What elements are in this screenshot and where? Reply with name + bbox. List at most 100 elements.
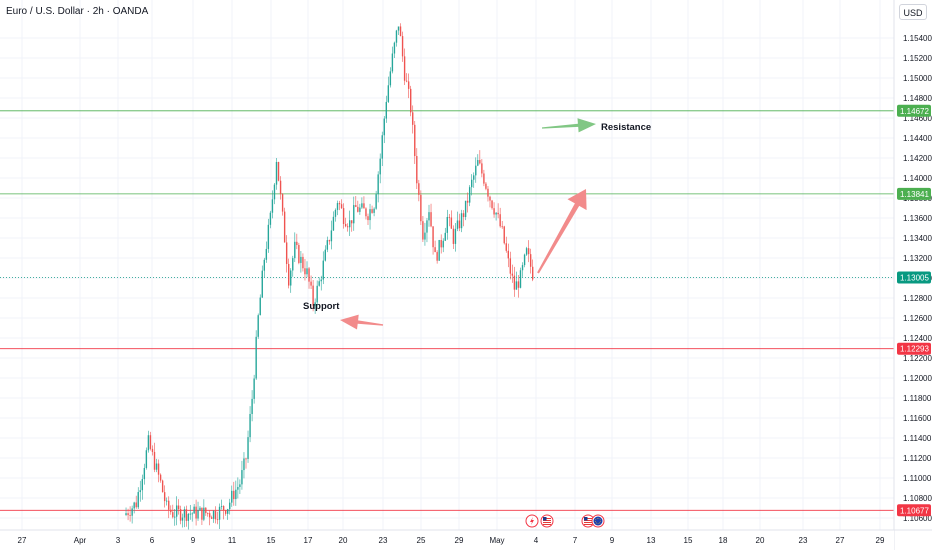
candle [418,179,420,202]
resistance-arrow[interactable] [542,118,596,133]
candle [473,172,475,188]
candle [338,200,341,211]
candle [249,406,251,443]
candle [147,430,150,453]
candle [471,174,473,196]
candle [503,225,505,245]
candle [462,210,465,227]
time-tick-label: 9 [610,536,615,545]
time-tick-label: 7 [573,536,578,545]
resistance-label: Resistance [601,122,651,133]
candle [229,498,231,515]
candle [237,477,239,499]
time-tick-label: 25 [417,536,426,545]
candle [507,243,509,268]
candle [515,271,518,290]
candle [149,431,152,451]
candle [185,505,188,527]
candle [405,73,408,83]
candle [205,507,207,516]
price-tick-label: 1.12600 [903,314,932,323]
candle [513,266,516,297]
price-tick-label: 1.14800 [903,94,932,103]
candle [233,481,235,506]
candle [511,264,514,283]
candle [336,200,339,216]
candle [523,253,526,268]
time-tick-label: May [489,536,504,545]
candle [452,225,455,249]
candle [385,95,387,123]
lightning-icon[interactable] [525,514,539,528]
support-arrow[interactable] [340,314,384,330]
candle [391,46,394,74]
time-tick-label: 29 [876,536,885,545]
candle [127,508,129,521]
time-tick-label: 29 [455,536,464,545]
candle [529,248,532,274]
candle [377,171,379,203]
candle [304,259,306,281]
price-tick-label: 1.11200 [903,454,932,463]
candle [357,200,359,213]
price-badge: 1.12293 [897,342,931,355]
candle [139,480,141,502]
candle [243,452,245,479]
candle [135,495,137,509]
time-tick-label: 20 [339,536,348,545]
time-tick-label: 11 [228,536,237,545]
candle [308,267,310,289]
candle [491,199,493,210]
candle [426,217,428,243]
candle [290,268,292,293]
price-tick-label: 1.11400 [903,434,932,443]
time-axis[interactable] [0,530,894,550]
candle [271,190,274,219]
us-flag-icon[interactable] [581,514,595,528]
currency-button[interactable]: USD [899,4,927,20]
candle [420,190,422,226]
candle [442,238,444,253]
svg-text:1.13841: 1.13841 [900,190,929,199]
candle [203,499,205,522]
candle [446,209,448,240]
candle [310,275,312,289]
candle [322,251,324,285]
price-tick-label: 1.10800 [903,494,932,503]
candle [373,207,375,217]
time-tick-label: 20 [756,536,765,545]
candle [401,31,404,62]
candle [145,447,148,470]
candle [265,241,268,263]
candle [143,463,146,485]
candle [466,192,469,213]
candle [359,203,361,215]
us-flag-icon[interactable] [540,514,554,528]
candle [532,259,534,282]
candle [316,280,318,308]
eu-flag-icon[interactable] [591,514,605,528]
candle [460,209,463,233]
candle [324,245,326,262]
candle [131,505,133,524]
price-tick-label: 1.12200 [903,354,932,363]
candle [222,505,225,520]
up-arrow[interactable] [537,189,587,274]
candle [212,510,215,523]
candle [279,176,282,200]
candle [375,190,377,210]
candle [479,150,481,165]
candle [224,509,227,516]
candle [430,203,432,228]
candle [277,161,280,182]
candle [163,485,166,508]
candle [424,222,426,246]
candle [292,255,294,277]
time-tick-label: 13 [647,536,656,545]
candle [349,210,351,236]
candle [493,202,495,218]
candle [353,196,355,231]
price-tick-label: 1.15200 [903,54,932,63]
candle [174,509,176,526]
